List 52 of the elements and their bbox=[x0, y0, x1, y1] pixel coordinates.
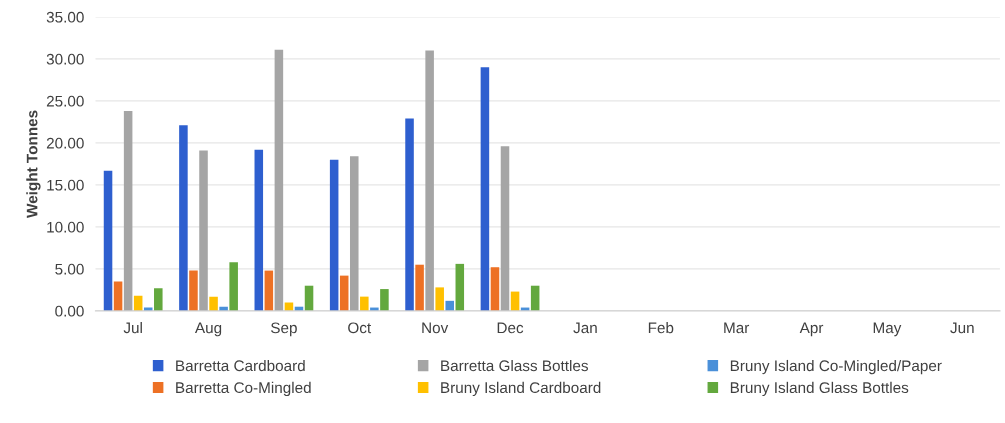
bar bbox=[445, 300, 455, 311]
bar bbox=[490, 267, 500, 311]
x-tick-label: Jul bbox=[123, 322, 142, 334]
x-tick-label: Feb bbox=[648, 322, 674, 334]
x-tick-label: Nov bbox=[422, 322, 449, 334]
legend-label: Barretta Co-Mingled bbox=[176, 381, 311, 397]
y-tick-label: 15.00 bbox=[47, 179, 84, 191]
bar bbox=[189, 270, 198, 311]
bar bbox=[339, 275, 349, 311]
bar bbox=[360, 296, 369, 311]
legend-label: Bruny Island Cardboard bbox=[441, 381, 601, 397]
bar bbox=[179, 125, 188, 311]
x-tick-label: Oct bbox=[348, 322, 372, 334]
legend-label: Barretta Glass Bottles bbox=[441, 359, 588, 372]
bar bbox=[329, 159, 339, 311]
bar bbox=[500, 146, 510, 311]
bar bbox=[254, 149, 264, 311]
x-tick-label: Mar bbox=[724, 322, 750, 334]
x-tick-label: Dec bbox=[497, 322, 524, 334]
y-tick-label: 10.00 bbox=[47, 221, 84, 233]
y-axis-title: Weight Tonnes bbox=[26, 110, 41, 218]
bar bbox=[435, 287, 444, 311]
y-tick-label: 25.00 bbox=[46, 95, 84, 107]
bar bbox=[274, 49, 284, 311]
y-tick-label: 20.00 bbox=[46, 137, 84, 149]
y-tick-label: 0.00 bbox=[55, 305, 84, 317]
x-tick-label: Jun bbox=[950, 322, 974, 334]
bar bbox=[425, 50, 434, 311]
legend-label: Barretta Cardboard bbox=[176, 359, 305, 372]
bar bbox=[154, 288, 163, 311]
legend-label: Bruny Island Glass Bottles bbox=[730, 381, 909, 397]
x-tick-label: Apr bbox=[799, 322, 824, 337]
bar bbox=[415, 264, 424, 311]
bar bbox=[264, 270, 274, 311]
bar bbox=[199, 150, 208, 311]
bar bbox=[380, 289, 389, 311]
x-tick-label: Sep bbox=[271, 322, 297, 337]
bar bbox=[480, 67, 490, 311]
x-tick-label: Aug bbox=[194, 322, 222, 337]
x-tick-label: May bbox=[873, 322, 902, 337]
y-tick-label: 35.00 bbox=[46, 11, 84, 23]
bar bbox=[209, 296, 218, 311]
legend-label: Bruny Island Co-Mingled/Paper bbox=[730, 359, 942, 375]
bar bbox=[405, 118, 414, 311]
bar bbox=[103, 170, 113, 311]
x-tick-label: Jan bbox=[573, 322, 597, 334]
bar bbox=[229, 262, 238, 311]
bar bbox=[455, 263, 465, 311]
bar bbox=[349, 156, 359, 311]
y-tick-label: 5.00 bbox=[55, 263, 84, 275]
bar bbox=[123, 111, 133, 311]
y-tick-label: 30.00 bbox=[46, 53, 84, 65]
